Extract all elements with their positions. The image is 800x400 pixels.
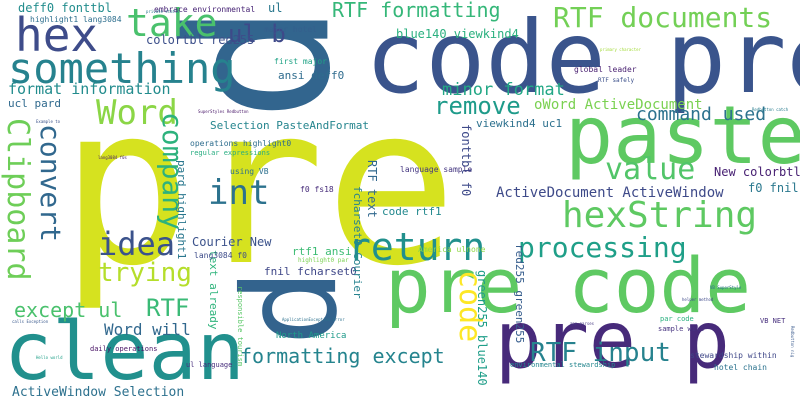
- word-convert: convert: [34, 124, 67, 243]
- word-responsible-tourism: responsible tourism: [236, 286, 244, 367]
- word-redbutton-nig: Redbutton nig: [790, 326, 795, 358]
- word-rtf-formatting: RTF formatting: [332, 0, 501, 22]
- word-format-information: format information: [8, 80, 171, 98]
- word-par-code: par code: [660, 315, 694, 323]
- word-ul-language: ul language: [186, 361, 233, 369]
- word-major-hotel: major hotel: [264, 25, 317, 34]
- word-redbutton-catch: Redbutton catch: [752, 107, 789, 112]
- word-f0-fnil: f0 fnil: [748, 181, 799, 195]
- word-blue140-viewkind4: blue140 viewkind4: [396, 27, 519, 41]
- word-sample-will: sample will: [658, 325, 705, 333]
- word-processing: processing: [518, 231, 687, 264]
- word-hotel-chain: hotel chain: [714, 363, 767, 372]
- word-environmental-stewardship: environmental stewardship: [510, 361, 616, 369]
- word-green255-blue140: green255 blue140: [475, 270, 489, 386]
- word-code: code: [452, 270, 487, 343]
- word-company: company: [156, 112, 189, 231]
- word-activedocument-activewindow: ActiveDocument ActiveWindow: [496, 185, 724, 201]
- word-hello-world: Hello world: [36, 355, 63, 360]
- word-clean: clean: [4, 305, 245, 398]
- word-formatting-except: formatting except: [240, 344, 445, 368]
- word-ucl-pard: ucl pard: [8, 97, 61, 110]
- word-pre: pre: [60, 58, 458, 314]
- word-rtf-input: RTF input: [530, 338, 671, 368]
- word-vb-superstyle: VB SuperStyle: [710, 285, 742, 290]
- word-rtf-safely: RTF safely: [598, 77, 635, 84]
- word-highlight0-par: highlight0 par: [298, 257, 349, 264]
- word-courier-new: Courier New: [192, 235, 272, 249]
- word-ul-b: ul b: [228, 20, 286, 48]
- word-code-pre: code pre: [365, 0, 800, 116]
- word-paste: paste: [565, 89, 800, 182]
- word-hex: hex: [15, 8, 99, 62]
- word-ul: ul: [268, 1, 283, 15]
- word-new-colorbtl: New colorbtl: [714, 165, 800, 179]
- word-vb-net: VB NET: [760, 317, 786, 325]
- word-pard-highlight1: pard highlight1: [175, 160, 188, 260]
- word-rtf: RTF: [146, 294, 190, 322]
- word-primary-character: primary character: [600, 47, 641, 52]
- word-first-major: first major: [274, 57, 327, 66]
- word-return: return: [348, 225, 486, 269]
- word-text-already: text already: [207, 250, 220, 330]
- word-ansi-deff0: ansi deff0: [278, 69, 345, 82]
- word-applicationexception-error: ApplicationException Error: [282, 317, 345, 322]
- word-language-sample: language sample: [400, 165, 473, 174]
- word-helper-method: helper method: [682, 297, 714, 302]
- word-private-static: private static: [146, 9, 180, 14]
- word-lang3084-f0s: lang3084 f0s: [98, 155, 127, 160]
- word-rtf1-ansi: rtf1 ansi: [292, 245, 352, 258]
- word-take: take: [126, 1, 218, 45]
- word-colortbl-red255: colortbl red255: [146, 33, 255, 47]
- word-red255-green255: red255 green255: [513, 244, 526, 344]
- word-fcharset0-courier: fcharset0 Courier: [351, 186, 364, 299]
- word-something: something: [8, 44, 236, 93]
- word-command-used: command used: [636, 104, 767, 125]
- word-p-small: p: [233, 268, 385, 347]
- word-north-america: North America: [276, 331, 347, 341]
- word-fnil-fcharset0: fnil fcharset0: [264, 265, 357, 278]
- word-minor-format: minor format: [442, 80, 565, 100]
- word-operations-highlight0: operations highlight0: [190, 139, 292, 148]
- word-stewardship-within: stewardship within: [690, 351, 777, 360]
- word-regular-expressions: regular expressions: [190, 149, 271, 157]
- word-pre-p: pre p: [495, 296, 730, 386]
- word-america-ulnone: America ulnone: [418, 245, 486, 254]
- word-rtf-documents: RTF documents: [553, 1, 773, 34]
- word-deff0-fonttbl: deff0 fonttbl: [18, 1, 112, 15]
- word-hexstring: hexString: [562, 195, 758, 236]
- word-fonttbl-f0: fonttbl f0: [459, 124, 473, 197]
- word-activewindow-selection: ActiveWindow Selection: [12, 385, 185, 400]
- word-calls-exception: calls Exception: [12, 319, 49, 324]
- word-superstyles-redbutton: SuperStyles Redbutton: [198, 109, 249, 114]
- word-daily-operations: daily operations: [90, 345, 158, 353]
- word-highlight1-lang3084: highlight1 lang3084: [30, 15, 122, 24]
- word-word: Word: [96, 93, 178, 133]
- word-oword-activedocument: oWord ActiveDocument: [534, 97, 703, 113]
- word-f0-fs18: f0 fs18: [300, 185, 334, 194]
- word-lang3084-f0: lang3084 f0: [194, 251, 247, 260]
- word-global-leader: global leader: [574, 65, 637, 74]
- word-trying: trying: [98, 258, 192, 288]
- word-using-vb: using VB: [230, 167, 269, 176]
- word-app-parses: app parses: [570, 321, 595, 326]
- word-pre-code: pre code: [385, 241, 752, 330]
- word-embrace-environmental: embrace environmental: [154, 5, 256, 14]
- word-viewkind4-uc1: viewkind4 uc1: [476, 117, 563, 130]
- word-selection-pasteandformat: Selection PasteAndFormat: [210, 119, 369, 132]
- word-p: p: [170, 2, 403, 123]
- word-remove: remove: [434, 92, 521, 120]
- word-clipboard: Clipboard: [0, 118, 35, 281]
- word-idea: idea: [98, 225, 176, 263]
- word-except-ul: except ul: [14, 298, 123, 322]
- word-code-rtf1: code rtf1: [382, 205, 442, 218]
- word-value: value: [605, 152, 696, 187]
- word-rtf-text: RTF text: [365, 160, 379, 218]
- word-example-to: Example to: [36, 119, 61, 124]
- word-word-will: Word will: [104, 320, 191, 339]
- word-int: int: [208, 173, 270, 213]
